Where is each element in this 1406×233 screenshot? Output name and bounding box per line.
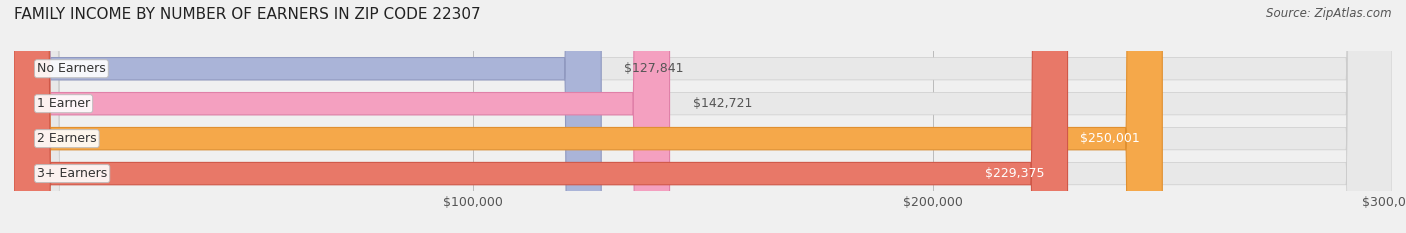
Text: No Earners: No Earners — [37, 62, 105, 75]
Text: $127,841: $127,841 — [624, 62, 683, 75]
FancyBboxPatch shape — [14, 0, 602, 233]
FancyBboxPatch shape — [14, 0, 1067, 233]
Text: FAMILY INCOME BY NUMBER OF EARNERS IN ZIP CODE 22307: FAMILY INCOME BY NUMBER OF EARNERS IN ZI… — [14, 7, 481, 22]
Text: 2 Earners: 2 Earners — [37, 132, 97, 145]
Text: 1 Earner: 1 Earner — [37, 97, 90, 110]
Text: $142,721: $142,721 — [693, 97, 752, 110]
FancyBboxPatch shape — [14, 0, 669, 233]
FancyBboxPatch shape — [14, 0, 1392, 233]
Text: $250,001: $250,001 — [1080, 132, 1139, 145]
FancyBboxPatch shape — [14, 0, 1163, 233]
Text: $229,375: $229,375 — [986, 167, 1045, 180]
FancyBboxPatch shape — [14, 0, 1392, 233]
Text: 3+ Earners: 3+ Earners — [37, 167, 107, 180]
Text: Source: ZipAtlas.com: Source: ZipAtlas.com — [1267, 7, 1392, 20]
FancyBboxPatch shape — [14, 0, 1392, 233]
FancyBboxPatch shape — [14, 0, 1392, 233]
